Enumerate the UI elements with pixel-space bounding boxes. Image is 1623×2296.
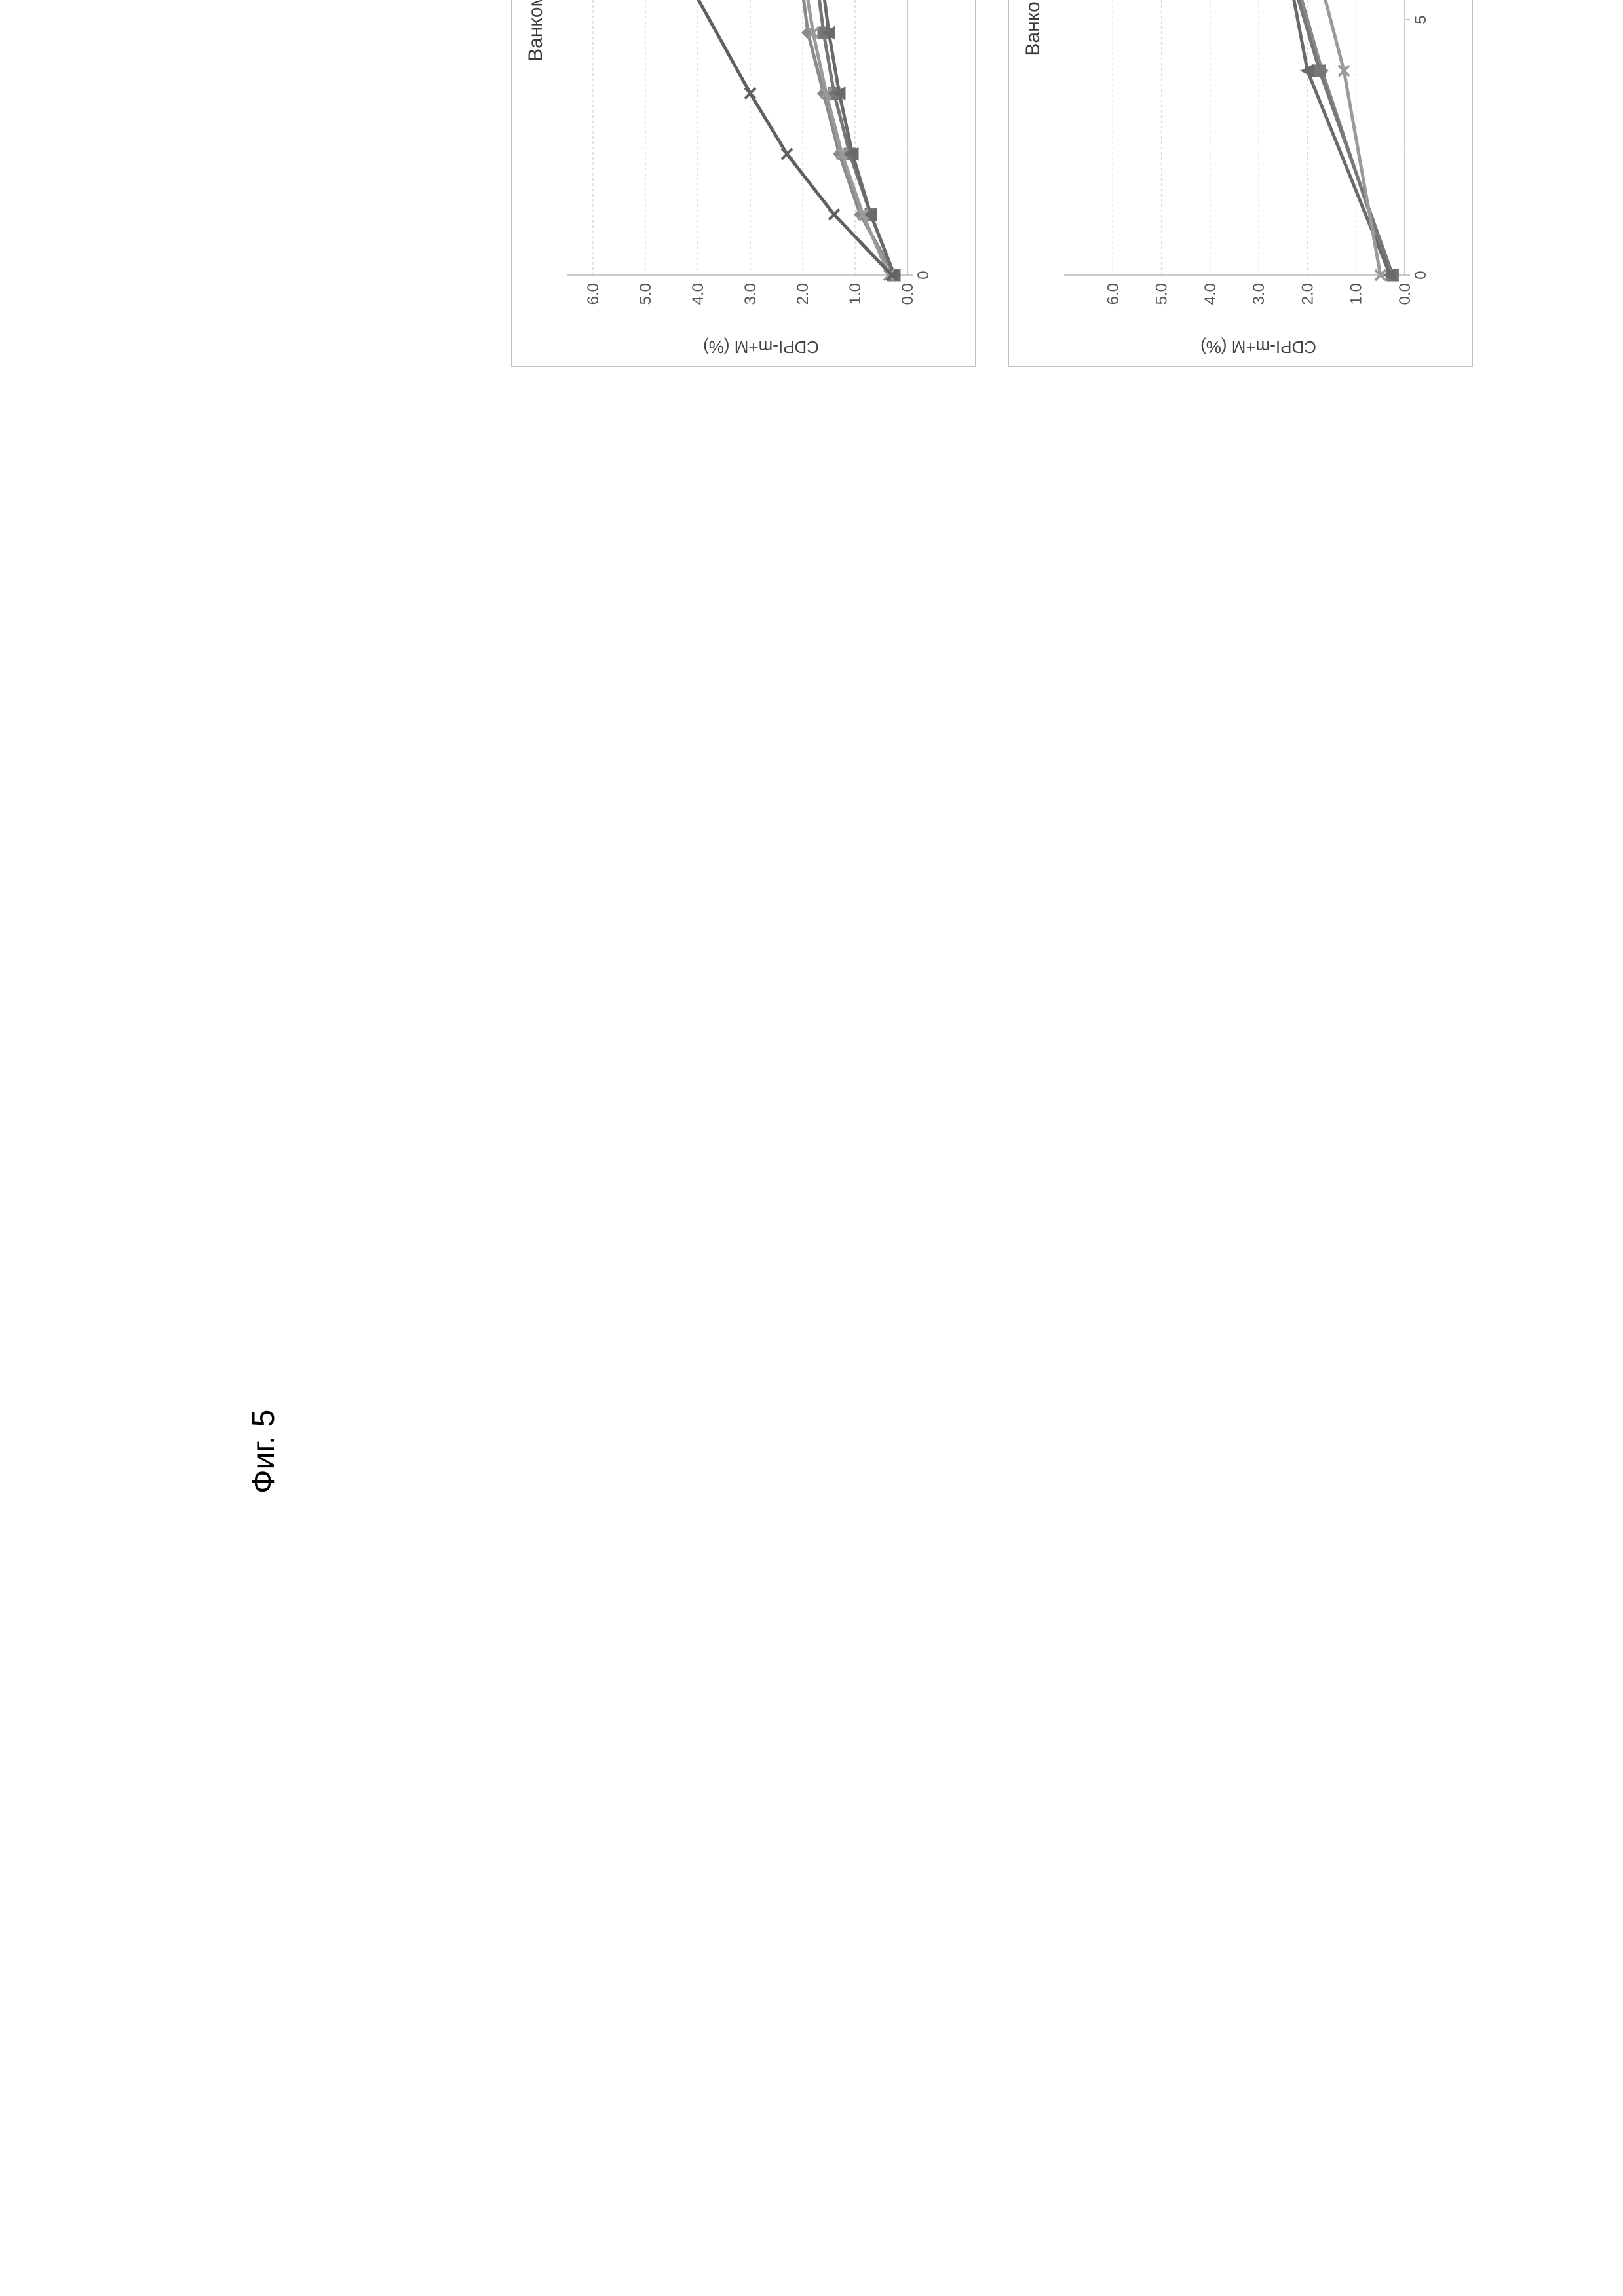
svg-text:5.0: 5.0 — [637, 283, 655, 305]
svg-text:0: 0 — [915, 271, 932, 279]
chart-top-xlabel: Время (недели) — [948, 0, 968, 334]
chart-top-ylabel: CDPI-m+M (%) — [554, 334, 968, 360]
chart-bottom-title: Ванкомицин-NaOH pH5-6,5, 4C, 20 мг/мл — [1022, 0, 1044, 360]
chart-top: Ванкомицин-NaOH pH5-6,5, 4C, 200 мг/мл C… — [511, 0, 976, 367]
chart-bottom-xlabel: Время (недели) — [1445, 0, 1466, 334]
svg-text:4.0: 4.0 — [689, 283, 707, 305]
svg-text:1.0: 1.0 — [847, 283, 864, 305]
svg-text:1.0: 1.0 — [1348, 283, 1365, 305]
svg-text:2.0: 2.0 — [794, 283, 812, 305]
svg-text:3.0: 3.0 — [1250, 283, 1268, 305]
svg-text:5.0: 5.0 — [1153, 283, 1171, 305]
svg-text:0: 0 — [1412, 271, 1430, 279]
chart-bottom-svg: 0.01.02.03.04.05.06.0051015NaOHpH5NaOHpH… — [1051, 0, 1444, 334]
chart-top-title: Ванкомицин-NaOH pH5-6,5, 4C, 200 мг/мл — [525, 0, 547, 360]
svg-text:2.0: 2.0 — [1299, 283, 1316, 305]
chart-bottom-ylabel: CDPI-m+M (%) — [1051, 334, 1466, 360]
chart-bottom: Ванкомицин-NaOH pH5-6,5, 4C, 20 мг/мл CD… — [1008, 0, 1473, 367]
charts-container: Ванкомицин-NaOH pH5-6,5, 4C, 200 мг/мл C… — [511, 0, 1473, 367]
svg-text:6.0: 6.0 — [1104, 283, 1122, 305]
svg-text:4.0: 4.0 — [1202, 283, 1219, 305]
page: 5/18 Фиг. 5 Ванкомицин-NaOH pH5-6,5, 4C,… — [0, 0, 1623, 2296]
svg-text:3.0: 3.0 — [742, 283, 759, 305]
figure-label: Фиг. 5 — [246, 1410, 282, 1494]
chart-top-svg: 0.01.02.03.04.05.06.0051NaOHpH5NaOHpH55N… — [554, 0, 947, 334]
svg-text:0.0: 0.0 — [899, 283, 917, 305]
svg-text:5: 5 — [1412, 15, 1430, 24]
svg-text:0.0: 0.0 — [1396, 283, 1414, 305]
svg-text:6.0: 6.0 — [584, 283, 602, 305]
